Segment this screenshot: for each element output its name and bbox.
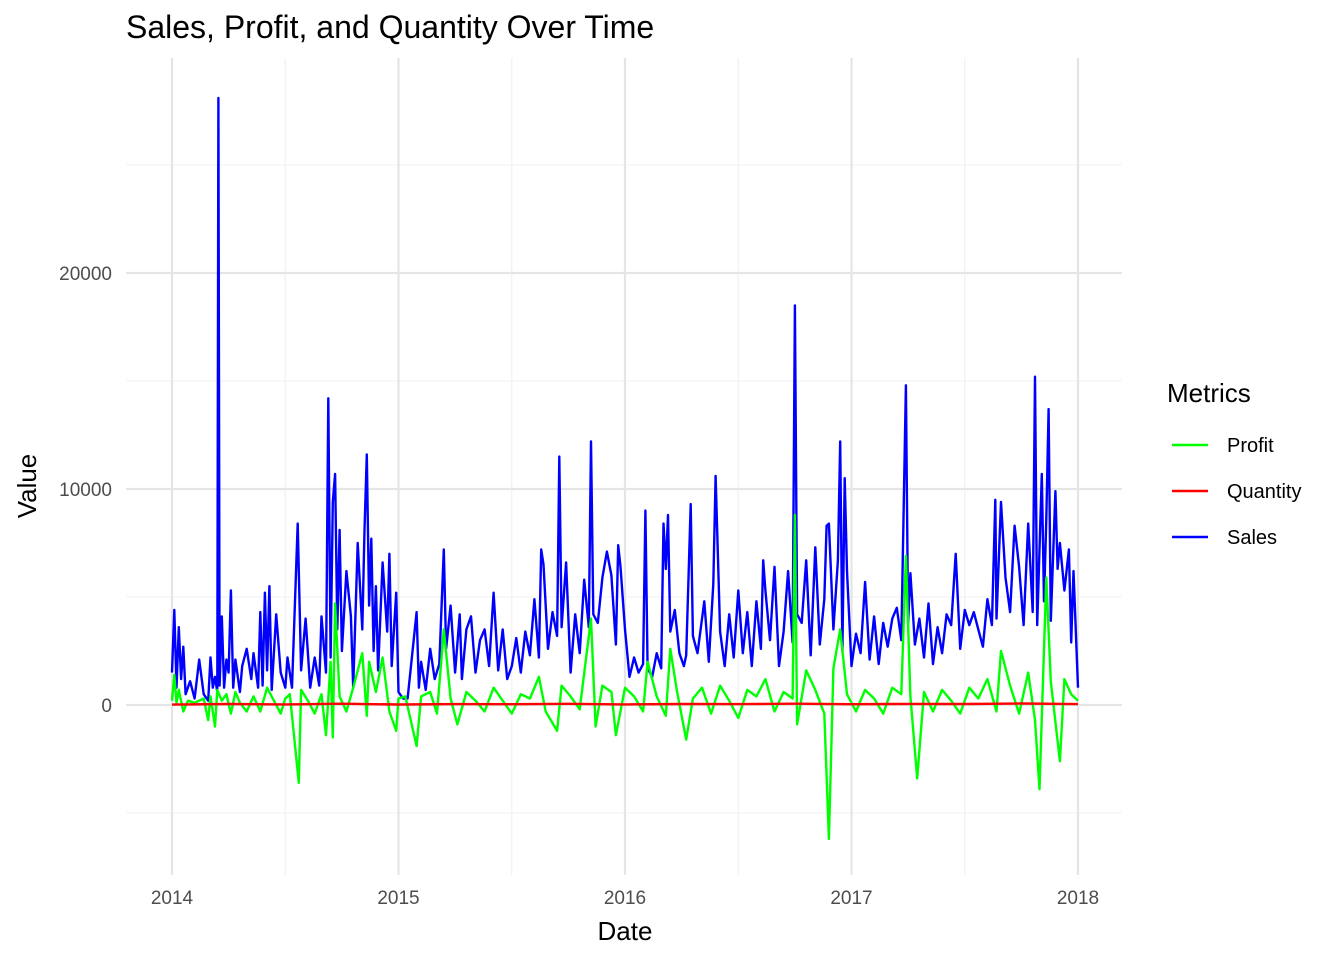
series-line-sales — [170, 96, 1080, 702]
legend-label-sales: Sales — [1227, 527, 1277, 549]
legend-label-quantity: Quantity — [1227, 481, 1301, 503]
axis-ticks: 0 10000 20000 2014 2015 2016 2017 2018 — [59, 264, 1099, 909]
legend-title: Metrics — [1167, 378, 1251, 408]
legend: Metrics Profit Quantity Sales — [1167, 378, 1301, 549]
grid — [126, 58, 1122, 875]
y-axis-title: Value — [12, 454, 42, 519]
x-tick-label: 2014 — [151, 888, 194, 909]
x-axis-title: Date — [598, 916, 653, 946]
x-tick-label: 2017 — [830, 888, 872, 909]
y-tick-label: 20000 — [59, 264, 112, 285]
x-tick-label: 2015 — [377, 888, 419, 909]
series-line-quantity — [171, 702, 1079, 706]
x-tick-label: 2018 — [1057, 888, 1099, 909]
x-tick-label: 2016 — [604, 888, 646, 909]
y-tick-label: 0 — [101, 696, 112, 717]
legend-label-profit: Profit — [1227, 435, 1274, 457]
y-tick-label: 10000 — [59, 480, 112, 501]
chart-title: Sales, Profit, and Quantity Over Time — [126, 9, 654, 45]
series-lines — [170, 96, 1080, 841]
